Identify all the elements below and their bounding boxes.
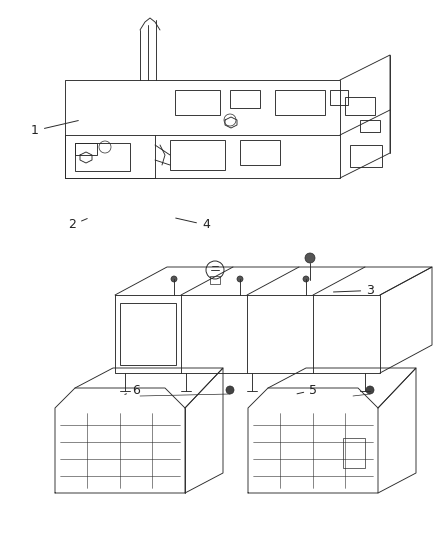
- Text: 6: 6: [125, 384, 140, 397]
- Circle shape: [366, 386, 374, 394]
- Text: 3: 3: [333, 284, 374, 297]
- Bar: [175, 90, 220, 115]
- Circle shape: [226, 386, 234, 394]
- Circle shape: [171, 276, 177, 282]
- Bar: [230, 90, 260, 108]
- Text: 4: 4: [176, 218, 210, 231]
- Text: 5: 5: [297, 384, 317, 397]
- Bar: [330, 90, 348, 105]
- Bar: [75, 143, 97, 155]
- Circle shape: [305, 253, 315, 263]
- Bar: [75, 143, 130, 171]
- Bar: [350, 145, 382, 167]
- Bar: [275, 90, 325, 115]
- Circle shape: [237, 276, 243, 282]
- Bar: [120, 303, 176, 365]
- Bar: [345, 97, 375, 115]
- Text: 2: 2: [68, 219, 87, 231]
- Bar: [170, 140, 225, 170]
- Bar: [210, 276, 220, 284]
- Text: 1: 1: [31, 120, 78, 137]
- Circle shape: [303, 276, 309, 282]
- Bar: [343, 438, 365, 468]
- Bar: [360, 120, 380, 132]
- Bar: [240, 140, 280, 165]
